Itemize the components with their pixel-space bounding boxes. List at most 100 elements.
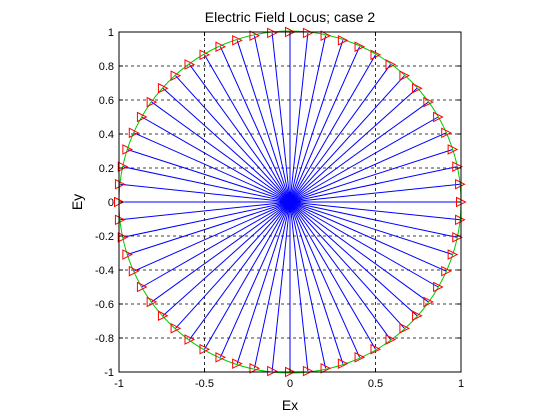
y-tick-label: -0.2 [95, 231, 114, 243]
vector-tip-marker [122, 144, 133, 155]
y-tick-label: 1 [108, 27, 114, 39]
field-vector [175, 75, 291, 203]
vector-tip-marker [337, 358, 349, 369]
field-vector [219, 201, 291, 358]
chart-title: Electric Field Locus; case 2 [205, 9, 376, 25]
vector-tip-marker [199, 49, 211, 61]
field-vector [289, 132, 447, 203]
field-vector [236, 40, 291, 203]
vector-tip-marker [452, 161, 463, 172]
field-vectors [119, 32, 461, 372]
vector-tip-marker [146, 96, 158, 108]
field-vector [189, 201, 291, 340]
vector-tip-marker [455, 214, 466, 226]
field-vector [289, 201, 418, 317]
field-vector [162, 87, 291, 203]
vector-tip-marker [136, 111, 148, 123]
field-vector [289, 201, 344, 364]
field-vector [289, 32, 309, 203]
vector-tip-marker [157, 82, 169, 94]
field-vector [151, 201, 291, 303]
vector-tip-marker [184, 334, 196, 345]
vector-tip-marker [249, 30, 261, 42]
field-vector [271, 201, 291, 372]
vector-tip-marker [170, 323, 182, 334]
vector-tip-marker [157, 310, 169, 322]
field-vector [141, 201, 291, 288]
field-vector [289, 201, 405, 329]
vector-tip-marker [215, 41, 227, 53]
field-vector [162, 201, 291, 317]
field-vector [289, 201, 376, 350]
x-tick-label: 1 [458, 378, 464, 390]
field-vector [289, 54, 376, 203]
vector-tip-marker [399, 70, 411, 81]
y-tick-label: 0.8 [99, 61, 114, 73]
vector-tip-marker [423, 296, 434, 308]
field-vector [133, 201, 291, 272]
field-vector [289, 35, 327, 203]
vector-tip-marker [447, 144, 459, 155]
vector-tip-marker [423, 96, 434, 108]
y-tick-label: 0.2 [99, 163, 114, 175]
vector-tip-marker [433, 281, 444, 293]
vector-tip-marker [412, 310, 423, 322]
field-vector [219, 46, 291, 203]
x-tick-label: 0.5 [368, 378, 383, 390]
vector-tip-marker [232, 358, 243, 369]
y-tick-label: -0.4 [95, 265, 114, 277]
y-tick-label: 0.6 [99, 95, 114, 107]
vector-tip-marker [114, 178, 126, 190]
x-tick-label: -0.5 [195, 378, 214, 390]
vector-tip-marker [302, 27, 314, 39]
vector-tip-marker [399, 323, 411, 334]
vector-tip-marker [136, 281, 148, 293]
vector-tip-marker [447, 249, 459, 260]
vector-tip-marker [170, 70, 182, 81]
field-vector [122, 166, 291, 203]
vector-tip-marker [146, 296, 158, 308]
vector-tip-marker [441, 127, 452, 139]
field-vector [289, 166, 458, 203]
field-vector [253, 35, 291, 203]
vector-tip-marker [354, 41, 366, 53]
vector-tip-marker [455, 178, 466, 190]
vector-tip-marker [385, 334, 397, 345]
vector-tip-marker [385, 59, 397, 70]
field-vector [127, 201, 291, 256]
field-vector [289, 201, 439, 288]
vector-tip-marker [267, 365, 278, 377]
field-vector [119, 183, 291, 203]
vector-tip-marker [267, 27, 278, 39]
field-vector [289, 148, 453, 203]
vector-tip-marker [199, 343, 211, 355]
field-vector [289, 201, 361, 358]
field-vector [204, 201, 291, 350]
field-vector [133, 132, 291, 203]
field-vector [204, 54, 291, 203]
vector-markers [114, 26, 467, 378]
y-tick-label: -0.6 [95, 299, 114, 311]
field-vector [189, 64, 291, 203]
vector-tip-marker [117, 232, 129, 243]
field-vector [289, 201, 391, 340]
axis-ticks: -1 -0.5 0 0.5 1 1 0.8 0.6 0.4 0.2 0 -0.2 -0.4 -0.6 -0.… [95, 27, 464, 390]
field-vector [289, 201, 458, 238]
vector-tip-marker [320, 362, 332, 374]
field-vector [175, 201, 291, 329]
plot-area: -1 -0.5 0 0.5 1 1 0.8 0.6 0.4 0.2 0 -0.2 -0.4 -0.6 -0.… [95, 26, 467, 390]
field-vector [289, 201, 429, 303]
field-vector [289, 201, 453, 256]
field-vector [289, 40, 344, 203]
field-vector [289, 75, 405, 203]
field-vector [289, 201, 309, 372]
vector-tip-marker [412, 82, 423, 94]
field-vector [122, 201, 291, 238]
vector-tip-marker [249, 362, 261, 374]
field-vector [289, 183, 461, 203]
vector-tip-marker [114, 214, 126, 226]
vector-tip-marker [128, 265, 140, 277]
field-vector [289, 116, 439, 203]
vector-tip-marker [122, 249, 133, 260]
